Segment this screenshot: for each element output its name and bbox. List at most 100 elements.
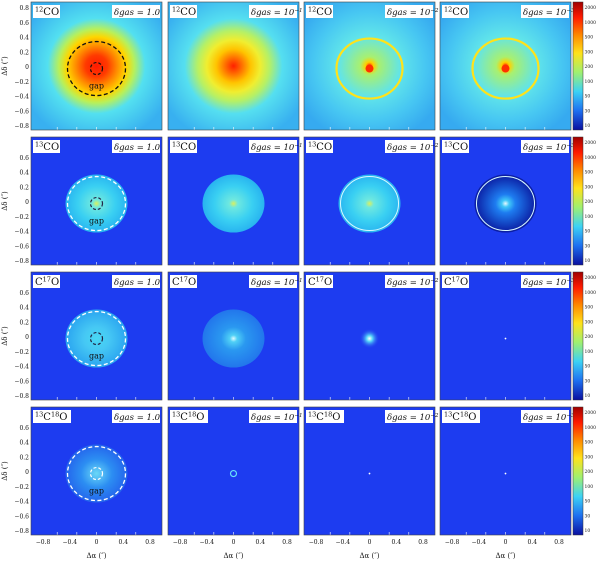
y-tick-label: 0.4 xyxy=(19,305,29,312)
delta-label: δgas = 10−3 xyxy=(523,413,575,423)
colorbar-tick-label: 300 xyxy=(585,319,594,325)
outer-gap-ring xyxy=(66,175,127,232)
x-tick-label: 0.4 xyxy=(527,539,537,546)
species-label: 12 CO xyxy=(35,6,59,19)
emitting-disk xyxy=(202,174,265,233)
colorbar-tick-label: 10 xyxy=(585,528,591,534)
panel-frame xyxy=(439,136,572,266)
colorbar-tick-label: 300 xyxy=(585,454,594,460)
emitting-disk xyxy=(65,174,128,233)
delta-label-box xyxy=(521,140,569,153)
colorbar-tick-label: 500 xyxy=(585,440,594,446)
delta-label: δgas = 10−1 xyxy=(251,143,302,153)
colorbar-tick-label: 50 xyxy=(585,229,591,235)
species-label-box xyxy=(306,275,333,288)
species-label: 13 CO xyxy=(308,141,332,154)
colorbar xyxy=(572,1,584,131)
panel-background xyxy=(440,272,571,400)
colorbar-tick-label: 1000 xyxy=(585,290,597,296)
central-dot xyxy=(504,337,507,340)
delta-label-box xyxy=(249,5,297,18)
panel-13co-1: gap 13 CO δgas = 1.0 xyxy=(30,136,163,266)
delta-label-box xyxy=(112,140,160,153)
colorbar-tick-label: 2000 xyxy=(585,275,597,281)
panel-frame xyxy=(439,1,572,131)
species-label-box xyxy=(170,140,197,153)
colorbar-tick-label: 2000 xyxy=(585,410,597,416)
y-tick-label: −0.4 xyxy=(14,229,29,236)
colorbar-tick-label: 30 xyxy=(585,513,591,519)
colorbar-tick-label: 500 xyxy=(585,305,594,311)
delta-label: δgas = 1.0 xyxy=(114,413,161,423)
panel-13co-4: 13 CO δgas = 10−3 xyxy=(439,136,575,266)
delta-label: δgas = 10−3 xyxy=(523,143,575,153)
panel-12co-3: 12 CO δgas = 10−2 xyxy=(303,1,439,131)
y-tick-label: 0 xyxy=(25,199,29,206)
colorbar-tick-label: 30 xyxy=(585,378,591,384)
species-label: 13 C18 O xyxy=(35,411,67,424)
panel-frame xyxy=(30,1,163,131)
panel-frame xyxy=(303,136,436,266)
x-axis-1: −0.8 −0.4 0 0.4 0.8 Δα (″) xyxy=(36,539,155,560)
x-tick-label: 0.8 xyxy=(418,539,428,546)
y-tick-label: 0 xyxy=(25,334,29,341)
colorbar-tick-label: 1000 xyxy=(585,425,597,431)
x-tick-label: 0.4 xyxy=(255,539,265,546)
bright-ring xyxy=(340,176,399,232)
outer-gap-ring xyxy=(66,40,127,97)
emitting-disk xyxy=(65,309,128,368)
x-tick-label: −0.4 xyxy=(62,539,77,546)
x-tick-label: −0.4 xyxy=(335,539,350,546)
y-tick-label: 0.6 xyxy=(19,155,29,162)
colorbar-tick-label: 200 xyxy=(585,469,594,475)
delta-label: δgas = 1.0 xyxy=(114,278,161,288)
panel-13c18o-2: 13 C18 O δgas = 10−1 xyxy=(167,406,302,536)
outer-gap-ring xyxy=(66,310,127,367)
x-tick-label: 0.8 xyxy=(282,539,292,546)
panel-frame xyxy=(303,271,436,401)
species-label: 13 C18 O xyxy=(172,411,204,424)
panel-frame xyxy=(439,406,572,536)
x-tick-label: −0.8 xyxy=(173,539,188,546)
panel-frame xyxy=(303,1,436,131)
colorbar-tick-label: 100 xyxy=(585,79,594,85)
panel-c17o-3: C17 O δgas = 10−2 xyxy=(303,271,439,401)
x-axis-2: −0.8 −0.4 0 0.4 0.8 Δα (″) xyxy=(173,539,292,560)
species-label-box xyxy=(33,5,60,18)
species-label: 13 CO xyxy=(444,141,468,154)
panel-frame xyxy=(30,271,163,401)
species-label-box xyxy=(306,410,344,423)
row-13c18o: gap 13 C18 O δgas = 1.0 13 C18 O δgas = 10−1… xyxy=(1,406,597,536)
delta-label-box xyxy=(385,140,433,153)
x-tick-label: −0.8 xyxy=(445,539,460,546)
emitting-disk xyxy=(338,174,401,233)
colorbar-tick-label: 10 xyxy=(585,393,591,399)
y-tick-label: −0.6 xyxy=(14,513,29,520)
colorbar-tick-label: 100 xyxy=(585,214,594,220)
y-tick-label: 0.4 xyxy=(19,35,29,42)
y-tick-label: −0.2 xyxy=(14,79,29,86)
inner-gap-ring xyxy=(89,196,104,211)
y-tick-label: −0.8 xyxy=(14,123,29,130)
gap-label: gap xyxy=(89,217,104,226)
emitting-disk xyxy=(474,174,537,233)
species-label: C17 O xyxy=(444,276,468,289)
colorbar xyxy=(572,136,584,266)
panel-c17o-1: gap C17 O δgas = 1.0 xyxy=(30,271,163,401)
emitting-disk xyxy=(202,309,265,368)
y-tick-label: 0.2 xyxy=(19,454,29,461)
y-axis-label: Δδ (″) xyxy=(1,326,9,346)
x-tick-label: 0.8 xyxy=(554,539,564,546)
delta-label-box xyxy=(249,410,297,423)
y-tick-label: −0.8 xyxy=(14,258,29,265)
species-label-box xyxy=(170,410,208,423)
delta-label: δgas = 10−2 xyxy=(387,143,439,153)
panel-background xyxy=(304,407,435,535)
colorbar-tick-label: 10 xyxy=(585,123,591,129)
species-label-box xyxy=(306,140,333,153)
y-axis-label: Δδ (″) xyxy=(1,461,9,481)
x-tick-label: 0 xyxy=(232,539,236,546)
x-axis-label: Δα (″) xyxy=(223,552,243,560)
colorbar-tick-label: 2000 xyxy=(585,5,597,11)
panel-frame xyxy=(167,271,300,401)
